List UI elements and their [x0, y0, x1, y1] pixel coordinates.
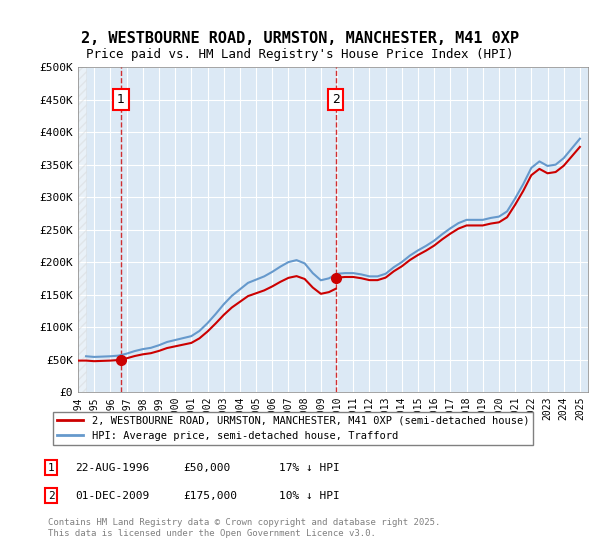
Text: 17% ↓ HPI: 17% ↓ HPI — [279, 463, 340, 473]
Text: 2: 2 — [332, 93, 340, 106]
Text: 10% ↓ HPI: 10% ↓ HPI — [279, 491, 340, 501]
Text: Price paid vs. HM Land Registry's House Price Index (HPI): Price paid vs. HM Land Registry's House … — [86, 48, 514, 60]
Text: 1: 1 — [47, 463, 55, 473]
Text: Contains HM Land Registry data © Crown copyright and database right 2025.
This d: Contains HM Land Registry data © Crown c… — [48, 518, 440, 538]
Text: £50,000: £50,000 — [183, 463, 230, 473]
Text: £175,000: £175,000 — [183, 491, 237, 501]
Text: 2: 2 — [47, 491, 55, 501]
Text: 1: 1 — [117, 93, 125, 106]
Text: 2, WESTBOURNE ROAD, URMSTON, MANCHESTER, M41 0XP: 2, WESTBOURNE ROAD, URMSTON, MANCHESTER,… — [81, 31, 519, 46]
Text: 01-DEC-2009: 01-DEC-2009 — [75, 491, 149, 501]
Legend: 2, WESTBOURNE ROAD, URMSTON, MANCHESTER, M41 0XP (semi-detached house), HPI: Ave: 2, WESTBOURNE ROAD, URMSTON, MANCHESTER,… — [53, 412, 533, 445]
Text: 22-AUG-1996: 22-AUG-1996 — [75, 463, 149, 473]
